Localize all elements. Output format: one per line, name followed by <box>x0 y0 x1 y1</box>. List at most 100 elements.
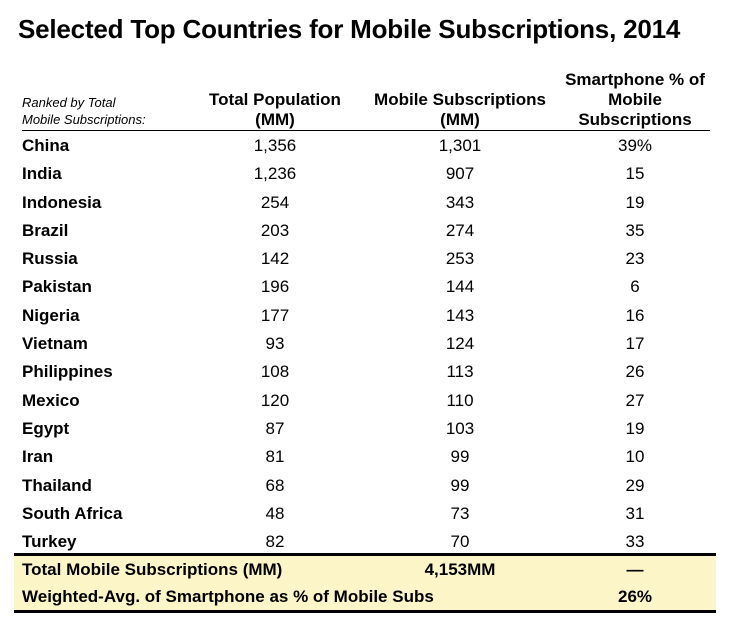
table-row: Vietnam 93 124 17 <box>0 331 734 359</box>
smartphone-percent-cell: 6 <box>630 277 640 297</box>
population-cell: 120 <box>260 390 290 410</box>
population-cell: 81 <box>265 447 285 467</box>
summary-label: Weighted-Avg. of Smartphone as % of Mobi… <box>22 587 434 606</box>
country-cell: Egypt <box>22 418 70 438</box>
chart-title: Selected Top Countries for Mobile Subscr… <box>18 14 681 44</box>
header-line: (MM) <box>255 110 295 129</box>
country-cell: Vietnam <box>22 334 88 354</box>
table-row: Mexico 120 110 27 <box>0 388 734 416</box>
country-cell: Brazil <box>22 220 69 240</box>
table-row: Russia 142 253 23 <box>0 246 734 274</box>
mobile-subscriptions-cell: 274 <box>445 220 475 240</box>
mobile-subscriptions-cell: 99 <box>450 475 470 495</box>
header-rule <box>22 130 710 131</box>
rank-note-line-1: Ranked by Total <box>22 95 116 110</box>
table-row: Egypt 87 103 19 <box>0 416 734 444</box>
population-cell: 1,236 <box>253 164 297 184</box>
table-row: Pakistan 196 144 6 <box>0 274 734 302</box>
population-cell: 196 <box>260 277 290 297</box>
table-row: South Africa 48 73 31 <box>0 501 734 529</box>
table-row: Nigeria 177 143 16 <box>0 303 734 331</box>
smartphone-percent-cell: 10 <box>625 447 645 467</box>
summary-row-weighted-avg: Weighted-Avg. of Smartphone as % of Mobi… <box>14 583 716 610</box>
rank-note: Ranked by Total Mobile Subscriptions: <box>22 94 146 128</box>
mobile-subscriptions-cell: 113 <box>446 362 474 382</box>
smartphone-percent-cell: 35 <box>625 220 645 240</box>
header-line: Mobile Subscriptions <box>374 90 546 109</box>
table-row: India 1,236 907 15 <box>0 161 734 189</box>
header-total-population: Total Population (MM) <box>200 90 350 130</box>
mobile-subscriptions-cell: 1,301 <box>438 136 482 155</box>
population-cell: 48 <box>265 503 285 523</box>
smartphone-percent-cell: 16 <box>625 305 645 325</box>
table-row: Brazil 203 274 35 <box>0 218 734 246</box>
table-body: China 1,356 1,301 39% India 1,236 907 15 Indones… <box>0 133 734 557</box>
table-row: Philippines 108 113 26 <box>0 359 734 387</box>
mobile-subscriptions-cell: 907 <box>445 164 475 184</box>
mobile-subscriptions-cell: 99 <box>450 447 470 467</box>
smartphone-percent-cell: 26 <box>625 362 645 382</box>
table-row: Iran 81 99 10 <box>0 444 734 472</box>
header-line: (MM) <box>440 110 480 129</box>
mobile-subscriptions-cell: 103 <box>445 418 475 438</box>
header-line: Total Population <box>209 90 341 109</box>
smartphone-percent-cell: 15 <box>625 164 645 184</box>
country-cell: Pakistan <box>22 277 92 297</box>
population-cell: 93 <box>265 334 285 354</box>
mobile-subscriptions-cell: 73 <box>450 503 470 523</box>
country-cell: Thailand <box>22 475 92 495</box>
population-cell: 177 <box>260 305 290 325</box>
population-cell: 1,356 <box>253 136 297 155</box>
country-cell: Iran <box>22 447 54 467</box>
country-cell: India <box>22 164 62 184</box>
population-cell: 108 <box>260 362 290 382</box>
country-cell: Nigeria <box>22 305 80 325</box>
summary-smartphone-value: 26% <box>617 587 653 606</box>
smartphone-percent-cell: 27 <box>625 390 645 410</box>
population-cell: 203 <box>260 220 290 240</box>
country-cell: Philippines <box>22 362 113 382</box>
smartphone-percent-cell: 31 <box>625 503 645 523</box>
smartphone-percent-cell: 17 <box>625 334 645 354</box>
country-cell: Russia <box>22 249 78 269</box>
summary-smartphone-value: — <box>626 560 644 579</box>
header-mobile-subscriptions: Mobile Subscriptions (MM) <box>360 90 560 130</box>
mobile-subscriptions-cell: 144 <box>445 277 475 297</box>
country-cell: Mexico <box>22 390 80 410</box>
header-line: Smartphone % of <box>565 70 705 89</box>
mobile-subscriptions-cell: 143 <box>445 305 475 325</box>
summary-label: Total Mobile Subscriptions (MM) <box>22 560 283 579</box>
header-line: Mobile <box>608 90 662 109</box>
smartphone-percent-cell: 19 <box>625 418 645 438</box>
smartphone-percent-cell: 33 <box>625 532 645 552</box>
country-cell: South Africa <box>22 503 123 523</box>
country-cell: Turkey <box>22 532 77 552</box>
mobile-subscriptions-cell: 343 <box>445 192 475 212</box>
country-cell: China <box>22 136 70 155</box>
population-cell: 87 <box>265 418 285 438</box>
table-row: China 1,356 1,301 39% <box>0 133 734 161</box>
mobile-subscriptions-cell: 110 <box>446 390 474 410</box>
summary-top-rule <box>14 553 716 556</box>
summary-row-total: Total Mobile Subscriptions (MM) 4,153MM … <box>14 556 716 583</box>
smartphone-percent-cell: 19 <box>625 192 645 212</box>
country-cell: Indonesia <box>22 192 102 212</box>
table-row: Thailand 68 99 29 <box>0 473 734 501</box>
population-cell: 68 <box>265 475 285 495</box>
summary-bottom-rule <box>14 610 716 613</box>
header-line: Subscriptions <box>578 110 692 129</box>
population-cell: 254 <box>260 192 290 212</box>
population-cell: 142 <box>260 249 290 269</box>
rank-note-line-2: Mobile Subscriptions: <box>22 112 146 127</box>
smartphone-percent-cell: 29 <box>625 475 645 495</box>
smartphone-percent-cell: 39% <box>617 136 653 155</box>
table-row: Indonesia 254 343 19 <box>0 190 734 218</box>
header-smartphone-percent: Smartphone % of Mobile Subscriptions <box>560 70 710 130</box>
mobile-subscriptions-cell: 124 <box>445 334 475 354</box>
smartphone-percent-cell: 23 <box>625 249 645 269</box>
mobile-subscriptions-cell: 70 <box>450 532 470 552</box>
mobile-subscriptions-cell: 253 <box>445 249 475 269</box>
population-cell: 82 <box>265 532 285 552</box>
summary-section: Total Mobile Subscriptions (MM) 4,153MM … <box>14 556 716 610</box>
